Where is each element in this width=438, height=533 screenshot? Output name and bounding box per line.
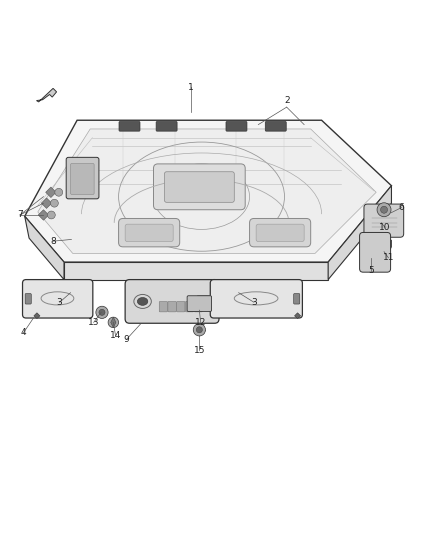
Circle shape: [96, 306, 108, 318]
Circle shape: [47, 211, 55, 219]
Circle shape: [193, 324, 205, 336]
Text: 5: 5: [368, 266, 374, 276]
Text: 3: 3: [57, 298, 63, 307]
FancyBboxPatch shape: [293, 294, 300, 304]
FancyBboxPatch shape: [164, 172, 234, 203]
FancyBboxPatch shape: [119, 122, 140, 131]
FancyBboxPatch shape: [250, 219, 311, 247]
FancyBboxPatch shape: [197, 295, 211, 309]
FancyBboxPatch shape: [159, 302, 167, 312]
FancyBboxPatch shape: [210, 280, 302, 318]
FancyBboxPatch shape: [153, 164, 245, 210]
Circle shape: [381, 206, 388, 213]
Text: 4: 4: [21, 328, 26, 337]
FancyBboxPatch shape: [194, 302, 202, 312]
Polygon shape: [381, 238, 392, 251]
Polygon shape: [38, 129, 376, 253]
FancyBboxPatch shape: [226, 122, 247, 131]
Polygon shape: [294, 313, 300, 318]
FancyBboxPatch shape: [364, 204, 404, 237]
FancyBboxPatch shape: [185, 302, 194, 312]
FancyBboxPatch shape: [256, 224, 304, 241]
Circle shape: [50, 199, 58, 207]
FancyBboxPatch shape: [119, 219, 180, 247]
Polygon shape: [36, 88, 57, 102]
Circle shape: [99, 309, 105, 316]
Text: 2: 2: [284, 96, 290, 105]
Polygon shape: [46, 187, 56, 198]
FancyBboxPatch shape: [177, 302, 185, 312]
Text: 11: 11: [383, 253, 394, 262]
Circle shape: [377, 203, 391, 217]
Text: 1: 1: [188, 83, 194, 92]
Text: 7: 7: [17, 211, 23, 220]
Text: 13: 13: [88, 318, 99, 327]
Polygon shape: [64, 262, 328, 280]
Polygon shape: [41, 198, 52, 208]
FancyBboxPatch shape: [360, 232, 391, 272]
FancyBboxPatch shape: [22, 280, 93, 318]
Text: 6: 6: [399, 203, 404, 212]
FancyBboxPatch shape: [125, 280, 219, 323]
Polygon shape: [34, 313, 40, 318]
Polygon shape: [25, 216, 64, 280]
Circle shape: [108, 317, 119, 328]
FancyBboxPatch shape: [168, 302, 176, 312]
Circle shape: [196, 327, 202, 333]
Text: 14: 14: [110, 331, 121, 340]
Text: 8: 8: [50, 237, 56, 246]
Polygon shape: [25, 120, 392, 262]
FancyBboxPatch shape: [265, 122, 286, 131]
Polygon shape: [38, 210, 49, 220]
Circle shape: [55, 188, 63, 196]
FancyBboxPatch shape: [71, 164, 94, 195]
Ellipse shape: [138, 297, 148, 305]
FancyBboxPatch shape: [25, 294, 31, 304]
Text: 12: 12: [195, 318, 206, 327]
Text: 9: 9: [124, 335, 129, 344]
FancyBboxPatch shape: [156, 122, 177, 131]
Text: 15: 15: [194, 346, 205, 355]
Polygon shape: [111, 317, 116, 328]
FancyBboxPatch shape: [187, 296, 212, 311]
Text: 10: 10: [379, 223, 391, 232]
Text: 3: 3: [251, 298, 257, 307]
FancyBboxPatch shape: [66, 157, 99, 199]
Polygon shape: [328, 185, 392, 280]
FancyBboxPatch shape: [125, 224, 173, 241]
